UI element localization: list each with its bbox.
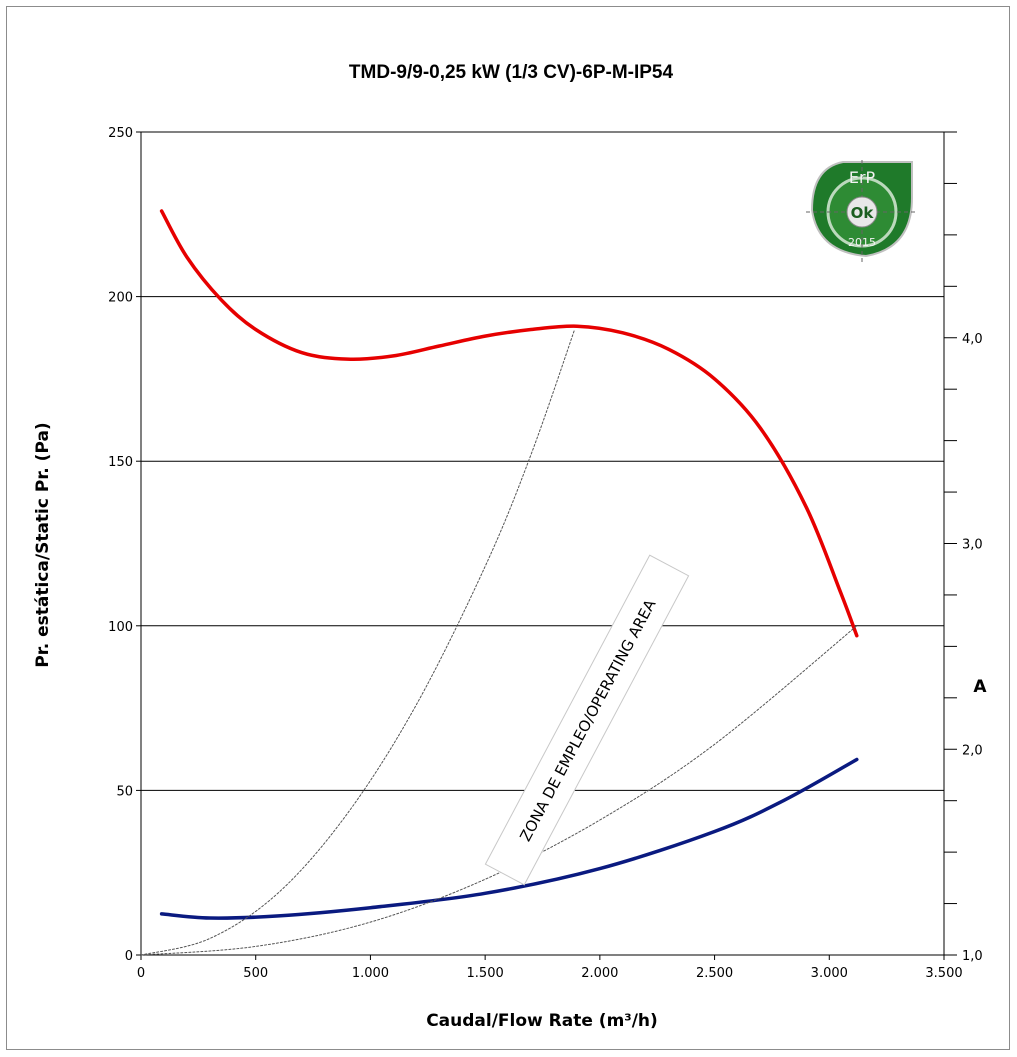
pressure-curve <box>159 209 859 638</box>
y2-tick-label: 3,0 <box>962 538 983 553</box>
y2-axis-label: A <box>973 677 987 697</box>
x-axis-label: Caudal/Flow Rate (m³/h) <box>426 1011 658 1031</box>
y2-tick-label: 4,0 <box>962 332 983 347</box>
y-tick-label: 150 <box>108 455 133 470</box>
x-tick-label: 500 <box>243 966 268 981</box>
chart-title: TMD-9/9-0,25 kW (1/3 CV)-6P-M-IP54 <box>349 62 674 83</box>
x-tick-label: 3.000 <box>811 966 848 981</box>
x-tick-label: 3.500 <box>925 966 962 981</box>
y-tick-label: 0 <box>125 949 133 964</box>
badge-top-text: ErP <box>849 168 876 187</box>
y-tick-label: 50 <box>116 784 133 799</box>
badge-middle-text: Ok <box>851 204 875 222</box>
badge-bottom-text: 2015 <box>848 236 876 249</box>
y-tick-label: 250 <box>108 126 133 141</box>
erp-ok-badge: ErP Ok 2015 <box>806 160 918 262</box>
y2-tick-label: 2,0 <box>962 743 983 758</box>
y-tick-label: 100 <box>108 620 133 635</box>
operating-area-boundary-3 <box>140 625 858 956</box>
y-axis-label: Pr. estática/Static Pr. (Pa) <box>33 422 53 667</box>
y2-tick-label: 1,0 <box>962 949 983 964</box>
current-curve <box>159 757 859 920</box>
y-tick-label: 200 <box>108 291 133 306</box>
x-tick-label: 1.500 <box>467 966 504 981</box>
x-tick-label: 0 <box>137 966 145 981</box>
operating-area-text: ZONA DE EMPLEO/OPERATING AREA <box>516 596 660 845</box>
operating-area-box <box>484 554 690 886</box>
x-tick-label: 2.000 <box>581 966 618 981</box>
operating-area-label: ZONA DE EMPLEO/OPERATING AREA <box>484 554 690 886</box>
operating-area-boundary-2 <box>140 329 576 956</box>
x-tick-label: 1.000 <box>352 966 389 981</box>
x-tick-label: 2.500 <box>696 966 733 981</box>
